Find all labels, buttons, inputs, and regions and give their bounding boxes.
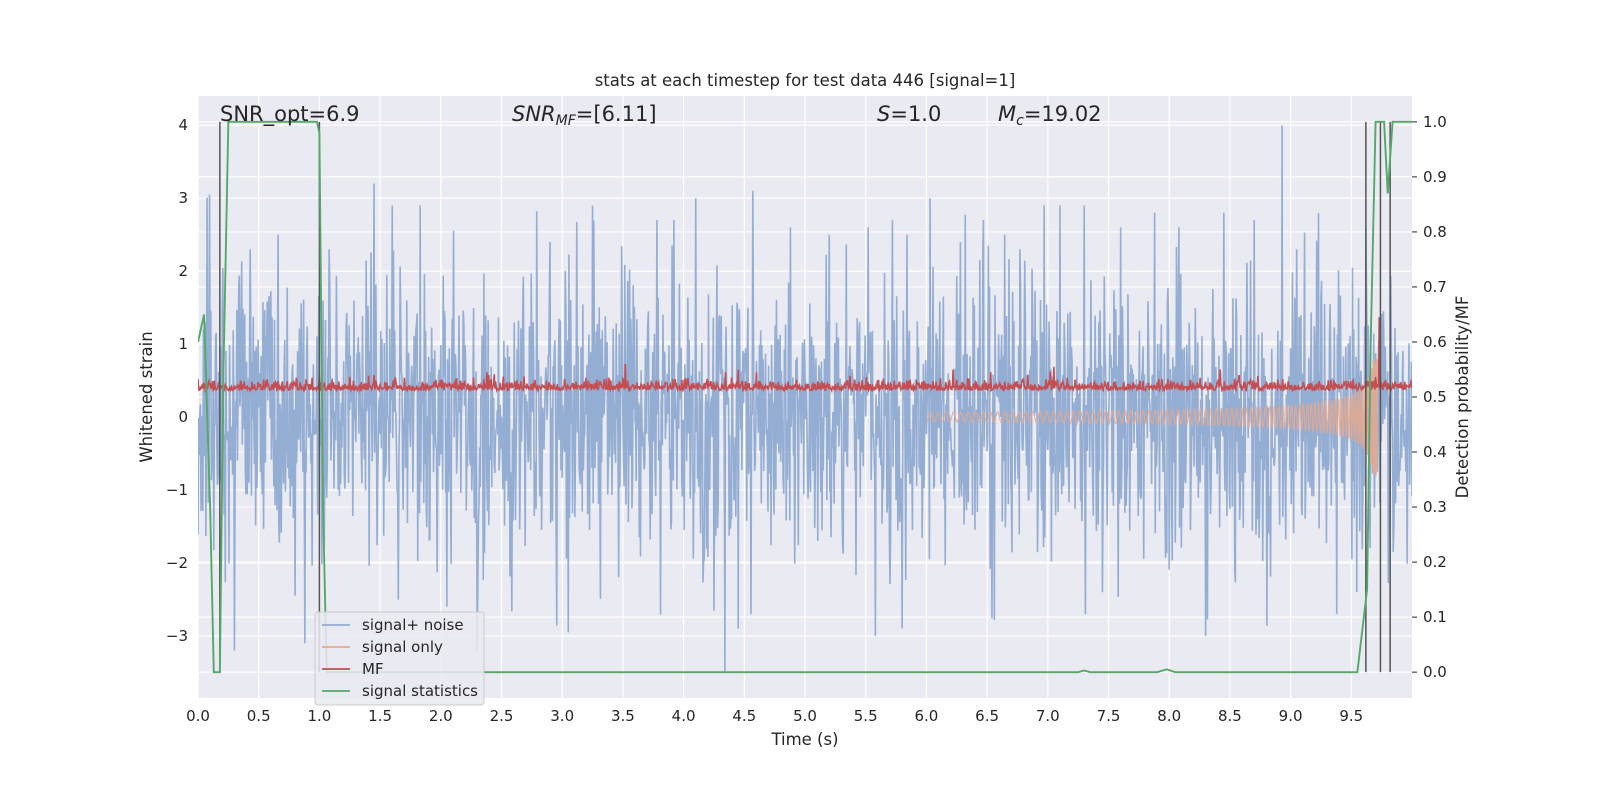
x-tick-label: 8.0 bbox=[1157, 707, 1181, 725]
legend: signal+ noise signal only MF signal stat… bbox=[314, 611, 485, 706]
s-value: =1.0 bbox=[890, 102, 941, 126]
x-tick-label: 3.5 bbox=[611, 707, 635, 725]
annotation-snr-opt: SNR_opt=6.9 bbox=[220, 102, 360, 127]
y-tick-label: 2 bbox=[178, 262, 188, 280]
y-right-axis-label: Detection probability/MF bbox=[1453, 296, 1472, 499]
snr-mf-subscript: MF bbox=[556, 113, 577, 129]
y-right-tick-label: 0.3 bbox=[1423, 498, 1447, 516]
x-tick-label: 8.5 bbox=[1218, 707, 1242, 725]
mc-symbol: M bbox=[998, 102, 1016, 126]
x-tick-label: 7.5 bbox=[1097, 707, 1121, 725]
y-right-tick-label: 0.4 bbox=[1423, 443, 1447, 461]
data-layer bbox=[198, 120, 1412, 674]
x-tick-label: 6.0 bbox=[914, 707, 938, 725]
x-tick-label: 2.5 bbox=[490, 707, 514, 725]
y-tick-labels: −3 −2 −1 0 1 2 3 4 bbox=[166, 116, 188, 645]
x-tick-label: 0.0 bbox=[186, 707, 210, 725]
y-right-tick-label: 0.6 bbox=[1423, 333, 1447, 351]
x-tick-label: 5.0 bbox=[793, 707, 817, 725]
x-tick-label: 7.0 bbox=[1036, 707, 1060, 725]
y-tick-label: −3 bbox=[166, 627, 188, 645]
snr-mf-symbol: SNR bbox=[512, 102, 556, 126]
annotation-snr-mf: SNRMF=[6.11] bbox=[512, 102, 657, 129]
series-signal-statistics bbox=[198, 120, 1412, 674]
y-tick-label: 3 bbox=[178, 189, 188, 207]
y-right-tick-labels: 0.0 0.1 0.2 0.3 0.4 0.5 0.6 0.7 0.8 0.9 1.0 bbox=[1412, 113, 1447, 681]
x-tick-label: 1.0 bbox=[307, 707, 331, 725]
series-signal-only bbox=[925, 358, 1379, 476]
x-tick-label: 5.5 bbox=[854, 707, 878, 725]
x-tick-label: 4.5 bbox=[732, 707, 756, 725]
legend-label-mf: MF bbox=[362, 660, 384, 678]
s-symbol: S bbox=[877, 102, 890, 126]
mc-subscript: c bbox=[1016, 113, 1024, 129]
legend-label-signal-noise: signal+ noise bbox=[362, 616, 464, 634]
y-right-tick-label: 0.1 bbox=[1423, 608, 1447, 626]
y-right-tick-label: 1.0 bbox=[1423, 113, 1447, 131]
annotation-s: S=1.0 bbox=[877, 102, 941, 126]
mc-value: =19.02 bbox=[1024, 102, 1102, 126]
y-tick-label: −2 bbox=[166, 554, 188, 572]
y-axis-label: Whitened strain bbox=[137, 331, 156, 462]
series-mf bbox=[198, 317, 1412, 394]
legend-label-signal-statistics: signal statistics bbox=[362, 682, 478, 700]
y-tick-label: −1 bbox=[166, 481, 188, 499]
x-tick-labels: 0.0 0.5 1.0 1.5 2.0 2.5 3.0 3.5 4.0 4.5 5.0 5.5 6.0 6… bbox=[186, 707, 1363, 725]
x-tick-label: 3.0 bbox=[550, 707, 574, 725]
y-right-tick-label: 0.9 bbox=[1423, 168, 1447, 186]
legend-box bbox=[314, 611, 485, 706]
x-tick-label: 4.0 bbox=[672, 707, 696, 725]
x-tick-label: 9.5 bbox=[1339, 707, 1363, 725]
x-tick-label: 0.5 bbox=[247, 707, 271, 725]
x-axis-label: Time (s) bbox=[770, 730, 838, 749]
x-tick-label: 6.5 bbox=[975, 707, 999, 725]
y-right-tick-label: 0.5 bbox=[1423, 388, 1447, 406]
annotation-mc: Mc=19.02 bbox=[998, 102, 1102, 129]
y-tick-label: 0 bbox=[178, 408, 188, 426]
legend-label-signal-only: signal only bbox=[362, 638, 443, 656]
chart-title: stats at each timestep for test data 446… bbox=[595, 71, 1016, 90]
y-right-tick-label: 0.8 bbox=[1423, 223, 1447, 241]
y-right-tick-label: 0.0 bbox=[1423, 663, 1447, 681]
x-tick-label: 2.0 bbox=[429, 707, 453, 725]
y-right-tick-label: 0.7 bbox=[1423, 278, 1447, 296]
y-right-tick-label: 0.2 bbox=[1423, 553, 1447, 571]
y-tick-label: 1 bbox=[178, 335, 188, 353]
series-signal-noise bbox=[198, 125, 1412, 673]
y-tick-label: 4 bbox=[178, 116, 188, 134]
x-tick-label: 9.0 bbox=[1279, 707, 1303, 725]
x-tick-label: 1.5 bbox=[368, 707, 392, 725]
snr-mf-value: =[6.11] bbox=[576, 102, 657, 126]
